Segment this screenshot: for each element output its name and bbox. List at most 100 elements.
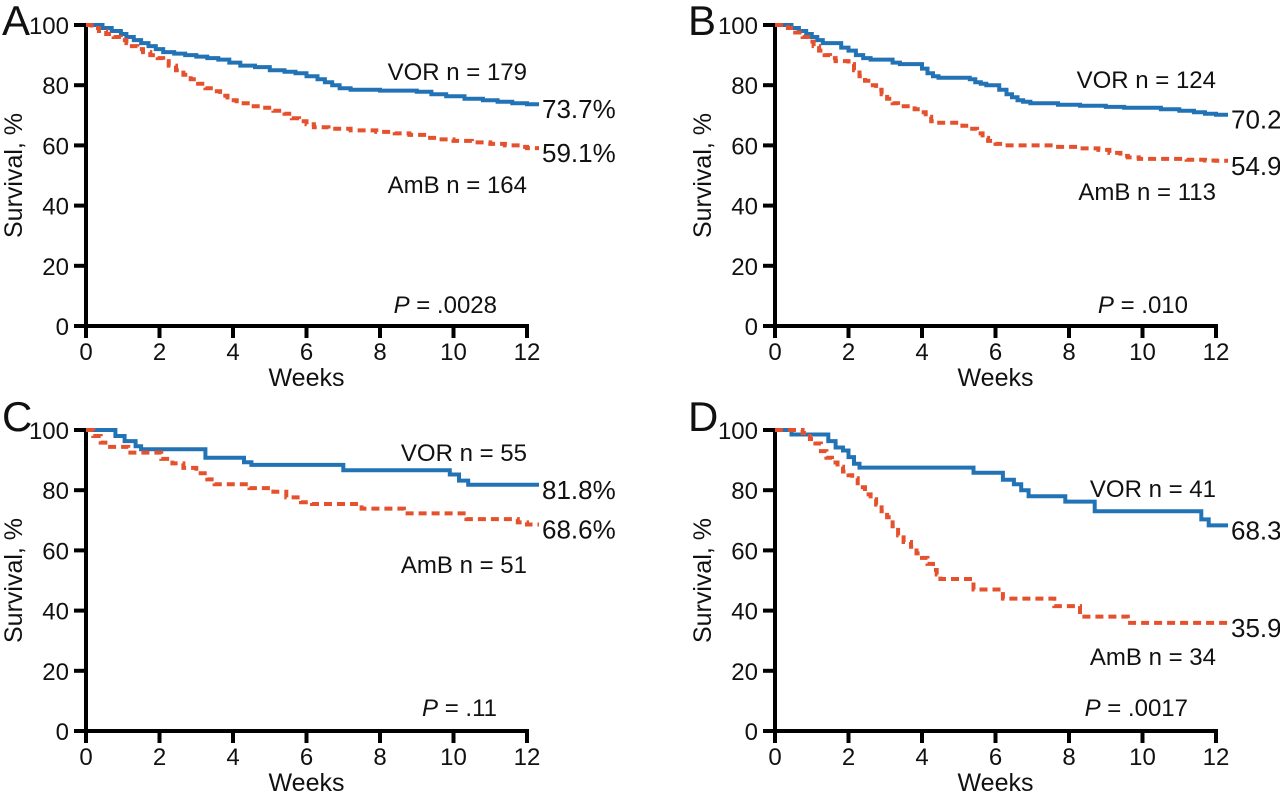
panel-B-chart: 0 20 40 60 80 100 0 2 4 6 8 10 12 Weeks Survival, % VOR…	[689, 13, 1280, 392]
x-tick-label: 4	[915, 339, 928, 366]
amb-n-label: AmB n = 164	[388, 172, 527, 199]
x-tick-label: 12	[1203, 744, 1230, 771]
vor-curve	[86, 428, 539, 487]
amb-final-pct-label: 59.1%	[542, 138, 616, 168]
x-tick-label: 10	[1129, 744, 1156, 771]
x-tick-label: 0	[768, 339, 781, 366]
x-tick-label: 6	[989, 744, 1002, 771]
amb-final-pct-label: 35.9%	[1231, 613, 1280, 643]
y-tick-label: 100	[29, 13, 69, 40]
y-axis-title: Survival, %	[0, 113, 28, 238]
y-tick-label: 20	[731, 659, 758, 686]
x-tick-label: 6	[300, 339, 313, 366]
y-tick-label: 80	[42, 478, 69, 505]
y-axis-title: Survival, %	[689, 518, 717, 643]
y-tick-label: 60	[731, 538, 758, 565]
x-tick-label: 6	[989, 339, 1002, 366]
y-axis-title: Survival, %	[0, 518, 28, 643]
y-tick-label: 60	[42, 133, 69, 160]
panel-D: 0 20 40 60 80 100 0 2 4 6 8 10 12 Weeks Survival, % VOR…	[640, 397, 1280, 794]
x-tick-label: 4	[226, 744, 239, 771]
x-tick-label: 10	[440, 339, 467, 366]
x-axis-title: Weeks	[958, 769, 1034, 794]
amb-curve	[775, 428, 1228, 625]
x-tick-label: 8	[373, 744, 386, 771]
vor-n-label: VOR n = 41	[1090, 476, 1216, 503]
vor-curve	[775, 428, 1228, 528]
x-tick-label: 0	[79, 339, 92, 366]
y-tick-label: 60	[731, 133, 758, 160]
p-value-label: P = .11	[422, 695, 497, 722]
y-tick-label: 0	[56, 719, 69, 746]
x-tick-label: 0	[79, 744, 92, 771]
x-tick-label: 2	[153, 339, 166, 366]
vor-final-pct-label: 73.7%	[542, 94, 616, 124]
p-value-label: P = .0017	[1085, 695, 1188, 722]
y-tick-label: 40	[731, 194, 758, 221]
panel-A: 0 20 40 60 80 100 0 2 4 6 8 10 12 Weeks Survival, % VOR…	[0, 0, 640, 397]
x-tick-label: 4	[226, 339, 239, 366]
x-axis-title: Weeks	[269, 364, 345, 392]
amb-curve	[86, 23, 539, 151]
vor-final-pct-label: 68.3%	[1231, 515, 1280, 545]
y-axis-title: Survival, %	[689, 113, 717, 238]
x-tick-label: 10	[1129, 339, 1156, 366]
y-tick-label: 0	[745, 314, 758, 341]
y-tick-label: 40	[42, 599, 69, 626]
x-tick-label: 2	[153, 744, 166, 771]
vor-final-pct-label: 81.8%	[542, 475, 616, 505]
amb-final-pct-label: 68.6%	[542, 515, 616, 545]
x-tick-label: 4	[915, 744, 928, 771]
panel-letter-D: D	[688, 393, 718, 440]
y-tick-label: 100	[718, 418, 758, 445]
y-tick-label: 100	[29, 418, 69, 445]
x-tick-label: 6	[300, 744, 313, 771]
x-tick-label: 8	[1062, 339, 1075, 366]
vor-curve	[775, 23, 1228, 117]
amb-n-label: AmB n = 34	[1090, 644, 1216, 671]
y-tick-label: 40	[731, 599, 758, 626]
x-tick-label: 12	[514, 744, 541, 771]
amb-final-pct-label: 54.9%	[1231, 151, 1280, 181]
amb-n-label: AmB n = 113	[1078, 179, 1216, 206]
vor-curve	[86, 23, 539, 107]
x-tick-label: 10	[440, 744, 467, 771]
y-tick-label: 0	[745, 719, 758, 746]
vor-final-pct-label: 70.2%	[1231, 105, 1280, 135]
panel-A-chart: 0 20 40 60 80 100 0 2 4 6 8 10 12 Weeks Survival, % VOR…	[0, 13, 616, 392]
y-tick-label: 60	[42, 538, 69, 565]
y-tick-label: 100	[718, 13, 758, 40]
panel-B: 0 20 40 60 80 100 0 2 4 6 8 10 12 Weeks Survival, % VOR…	[640, 0, 1280, 397]
vor-n-label: VOR n = 179	[388, 59, 527, 86]
panel-letter-C: C	[2, 393, 32, 440]
y-tick-label: 80	[731, 478, 758, 505]
panel-letter-A: A	[2, 0, 30, 44]
panel-C-chart: 0 20 40 60 80 100 0 2 4 6 8 10 12 Weeks Survival, % VOR…	[0, 418, 616, 794]
x-tick-label: 12	[1203, 339, 1230, 366]
panel-D-chart: 0 20 40 60 80 100 0 2 4 6 8 10 12 Weeks Survival, % VOR…	[689, 418, 1280, 794]
x-tick-label: 0	[768, 744, 781, 771]
p-value-label: P = .0028	[394, 292, 497, 319]
x-tick-label: 2	[842, 339, 855, 366]
panel-letter-B: B	[688, 0, 716, 44]
y-tick-label: 20	[42, 254, 69, 281]
amb-curve	[86, 428, 539, 527]
vor-n-label: VOR n = 124	[1077, 67, 1216, 94]
y-tick-label: 20	[731, 254, 758, 281]
y-tick-label: 40	[42, 194, 69, 221]
x-tick-label: 2	[842, 744, 855, 771]
x-tick-label: 8	[373, 339, 386, 366]
y-tick-label: 80	[42, 73, 69, 100]
x-axis-title: Weeks	[958, 364, 1034, 392]
x-tick-label: 8	[1062, 744, 1075, 771]
x-tick-label: 12	[514, 339, 541, 366]
p-value-label: P = .010	[1098, 292, 1188, 319]
x-axis-title: Weeks	[269, 769, 345, 794]
y-tick-label: 0	[56, 314, 69, 341]
y-tick-label: 80	[731, 73, 758, 100]
amb-curve	[775, 23, 1228, 163]
amb-n-label: AmB n = 51	[401, 552, 527, 579]
y-tick-label: 20	[42, 659, 69, 686]
vor-n-label: VOR n = 55	[401, 440, 527, 467]
